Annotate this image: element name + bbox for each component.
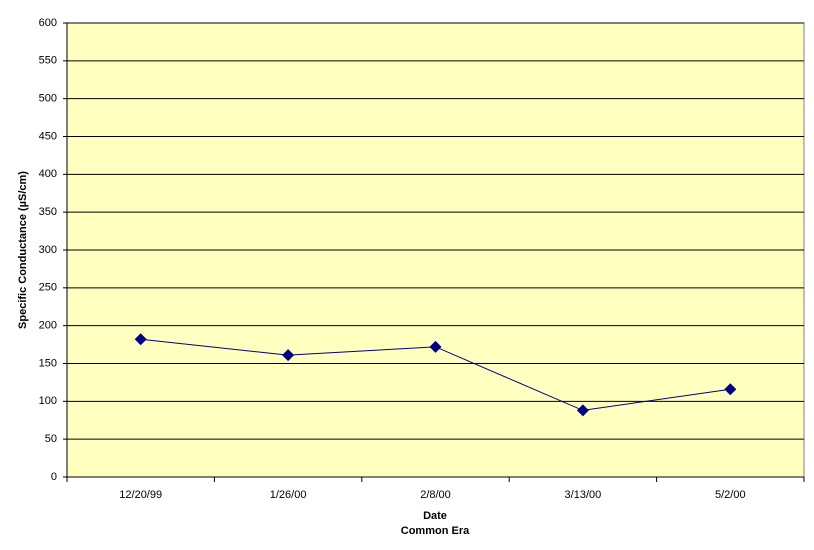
x-axis-label: Date <box>423 510 447 522</box>
point-marker <box>724 383 737 396</box>
point-marker <box>429 340 442 353</box>
x-tick-label: 5/2/00 <box>715 489 746 501</box>
point-marker <box>134 333 147 346</box>
y-tick-label: 300 <box>39 244 57 256</box>
y-tick-label: 400 <box>39 168 57 180</box>
y-tick-label: 50 <box>45 433 57 445</box>
y-tick-label: 500 <box>39 93 57 105</box>
x-tick-label: 1/26/00 <box>270 489 307 501</box>
y-tick-label: 600 <box>39 17 57 29</box>
y-tick-label: 200 <box>39 320 57 332</box>
x-axis-sublabel: Common Era <box>401 525 470 537</box>
y-tick-label: 100 <box>39 395 57 407</box>
y-tick-label: 0 <box>51 471 57 483</box>
y-axis-label: Specific Conductance (µS/cm) <box>17 171 29 329</box>
y-tick-label: 250 <box>39 282 57 294</box>
x-tick-label: 12/20/99 <box>119 489 162 501</box>
point-marker <box>282 349 295 362</box>
x-tick-label: 3/13/00 <box>565 489 602 501</box>
y-tick-label: 450 <box>39 130 57 142</box>
y-tick-label: 350 <box>39 206 57 218</box>
y-tick-label: 550 <box>39 55 57 67</box>
point-marker <box>576 404 589 417</box>
y-tick-label: 150 <box>39 357 57 369</box>
x-tick-label: 2/8/00 <box>420 489 451 501</box>
